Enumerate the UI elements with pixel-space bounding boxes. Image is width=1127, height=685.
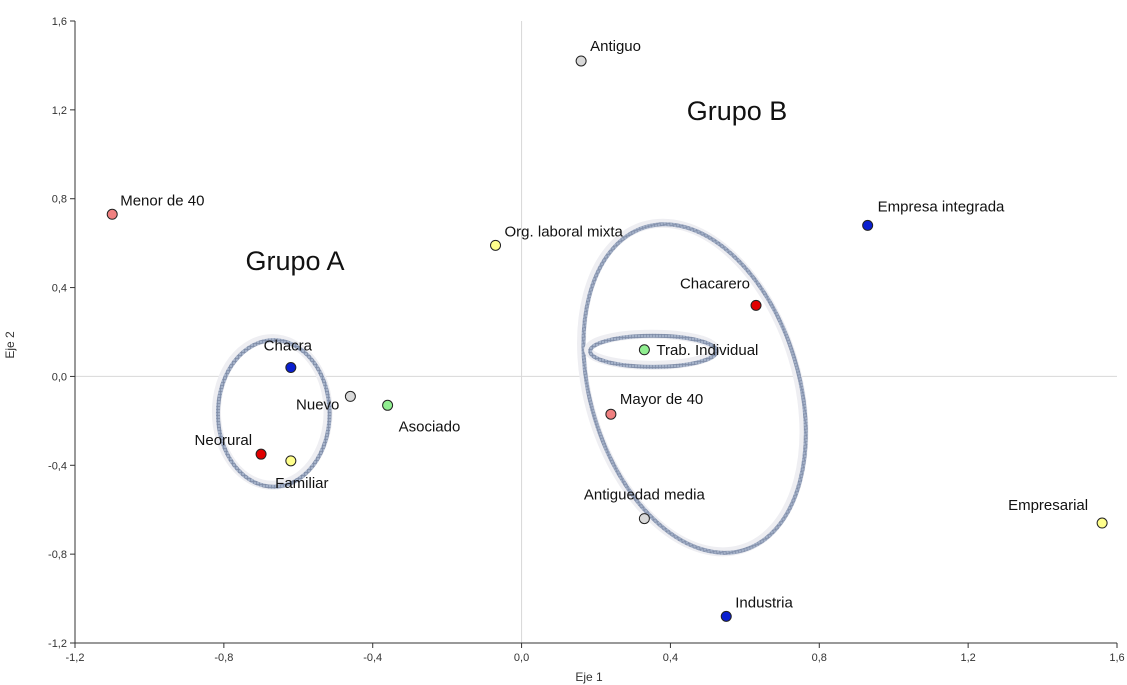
y-axis-title: Eje 2 <box>3 331 17 359</box>
group-ellipse-1 <box>577 218 809 557</box>
x-axis-title: Eje 1 <box>575 670 603 684</box>
data-point <box>344 390 356 402</box>
axes: -1,2 -0,8 -0,4 0,0 0,4 0,8 1,2 1,6 -1,2 -0,8 -0,4 0… <box>48 16 1125 664</box>
x-tick-label: -0,4 <box>363 652 382 664</box>
data-point-label: Mayor de 40 <box>620 391 703 408</box>
x-tick-label: -0,8 <box>214 652 233 664</box>
data-point-label: Industria <box>735 594 793 611</box>
data-point <box>285 362 297 374</box>
data-point-label: Antiguo <box>590 38 641 55</box>
y-tick-label: -0,4 <box>48 460 67 472</box>
y-tick-label: 0,4 <box>52 283 67 295</box>
data-point <box>285 455 297 467</box>
data-point-label: Trab. Individual <box>656 342 758 359</box>
data-point-label: Antiguedad media <box>584 487 706 504</box>
group-ellipse-0 <box>211 334 333 490</box>
data-point-label: Chacarero <box>680 275 750 292</box>
data-point <box>255 448 267 460</box>
group-ellipse-2 <box>584 329 720 370</box>
data-point-label: Menor de 40 <box>120 192 204 209</box>
data-points: Antiguo Menor de 40 Empresa integrada Org. … <box>106 38 1108 622</box>
x-tick-label: 0,4 <box>663 652 678 664</box>
data-point <box>862 219 874 231</box>
data-point <box>720 610 732 622</box>
data-point <box>490 239 502 251</box>
x-tick-label: 1,6 <box>1109 652 1124 664</box>
group-ellipses <box>211 218 809 557</box>
data-point <box>605 408 617 420</box>
reference-lines <box>75 21 1117 643</box>
y-tick-label: 1,6 <box>52 16 67 28</box>
y-tick-label: 1,2 <box>52 105 67 117</box>
x-tick-label: 0,0 <box>514 652 529 664</box>
data-point <box>750 299 762 311</box>
x-tick-label: 1,2 <box>960 652 975 664</box>
data-point <box>1096 517 1108 529</box>
data-point-label: Asociado <box>399 418 461 435</box>
data-point <box>575 55 587 67</box>
data-point-label: Neorural <box>195 432 253 449</box>
data-point-label: Familiar <box>275 475 328 492</box>
data-point-label: Chacra <box>264 338 313 355</box>
data-point-label: Empresa integrada <box>878 198 1005 215</box>
group-label-a: Grupo A <box>245 246 344 276</box>
data-point-label: Org. laboral mixta <box>505 223 624 240</box>
y-tick-label: -0,8 <box>48 549 67 561</box>
data-point-label: Empresarial <box>1008 497 1088 514</box>
y-tick-label: -1,2 <box>48 638 67 650</box>
data-point-label: Nuevo <box>296 396 339 413</box>
x-tick-label: 0,8 <box>812 652 827 664</box>
data-point <box>638 513 650 525</box>
data-point <box>638 344 650 356</box>
y-tick-label: 0,8 <box>52 194 67 206</box>
y-tick-label: 0,0 <box>52 371 67 383</box>
x-tick-label: -1,2 <box>66 652 85 664</box>
data-point <box>382 399 394 411</box>
group-label-b: Grupo B <box>687 96 788 126</box>
data-point <box>106 208 118 220</box>
